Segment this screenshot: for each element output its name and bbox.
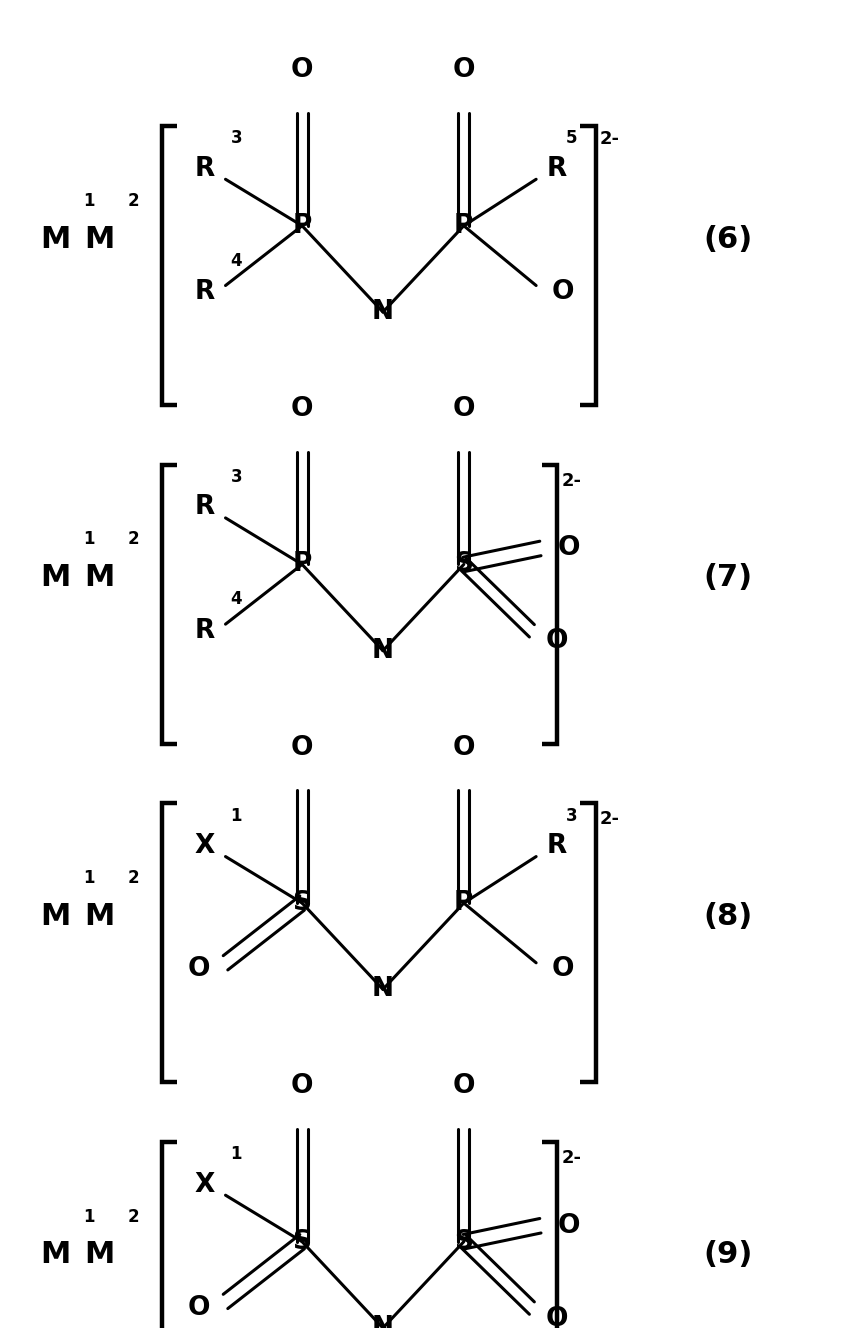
Text: M: M — [84, 1240, 115, 1270]
Text: N: N — [372, 637, 394, 664]
Text: (8): (8) — [703, 902, 752, 931]
Text: R: R — [546, 155, 567, 182]
Text: 2: 2 — [128, 530, 140, 548]
Text: O: O — [291, 1073, 313, 1100]
Text: R: R — [195, 155, 215, 182]
Text: P: P — [454, 212, 473, 239]
Text: O: O — [545, 628, 568, 655]
Text: 1: 1 — [83, 1207, 95, 1226]
Text: 3: 3 — [231, 467, 243, 486]
Text: (7): (7) — [703, 563, 752, 592]
Text: M: M — [84, 224, 115, 254]
Text: M: M — [40, 563, 71, 592]
Text: 1: 1 — [83, 530, 95, 548]
Text: 2: 2 — [128, 191, 140, 210]
Text: X: X — [195, 833, 215, 859]
Text: N: N — [372, 299, 394, 325]
Text: M: M — [40, 902, 71, 931]
Text: 2-: 2- — [600, 810, 620, 829]
Text: O: O — [453, 396, 475, 422]
Text: 3: 3 — [566, 806, 578, 825]
Text: O: O — [188, 956, 210, 983]
Text: 2-: 2- — [600, 130, 620, 149]
Text: S: S — [293, 1228, 311, 1255]
Text: M: M — [84, 902, 115, 931]
Text: P: P — [454, 890, 473, 916]
Text: 1: 1 — [230, 806, 242, 825]
Text: M: M — [40, 224, 71, 254]
Text: P: P — [293, 551, 311, 578]
Text: O: O — [291, 57, 313, 84]
Text: 2-: 2- — [562, 1149, 582, 1167]
Text: M: M — [84, 563, 115, 592]
Text: 2: 2 — [128, 1207, 140, 1226]
Text: N: N — [372, 1315, 394, 1328]
Text: (9): (9) — [703, 1240, 752, 1270]
Text: (6): (6) — [703, 224, 752, 254]
Text: S: S — [454, 551, 473, 578]
Text: S: S — [293, 890, 311, 916]
Text: 4: 4 — [231, 251, 243, 270]
Text: X: X — [195, 1171, 215, 1198]
Text: S: S — [454, 1228, 473, 1255]
Text: O: O — [453, 734, 475, 761]
Text: 1: 1 — [83, 869, 95, 887]
Text: P: P — [293, 212, 311, 239]
Text: O: O — [551, 956, 574, 983]
Text: R: R — [195, 618, 215, 644]
Text: O: O — [291, 734, 313, 761]
Text: 1: 1 — [230, 1145, 242, 1163]
Text: R: R — [195, 279, 215, 305]
Text: 1: 1 — [83, 191, 95, 210]
Text: N: N — [372, 976, 394, 1003]
Text: 2: 2 — [128, 869, 140, 887]
Text: O: O — [557, 1212, 580, 1239]
Text: O: O — [551, 279, 574, 305]
Text: 4: 4 — [231, 590, 243, 608]
Text: O: O — [453, 57, 475, 84]
Text: R: R — [195, 494, 215, 521]
Text: O: O — [291, 396, 313, 422]
Text: O: O — [453, 1073, 475, 1100]
Text: R: R — [546, 833, 567, 859]
Text: O: O — [545, 1305, 568, 1328]
Text: O: O — [557, 535, 580, 562]
Text: M: M — [40, 1240, 71, 1270]
Text: 5: 5 — [566, 129, 578, 147]
Text: 3: 3 — [231, 129, 243, 147]
Text: 2-: 2- — [562, 471, 582, 490]
Text: O: O — [188, 1295, 210, 1321]
